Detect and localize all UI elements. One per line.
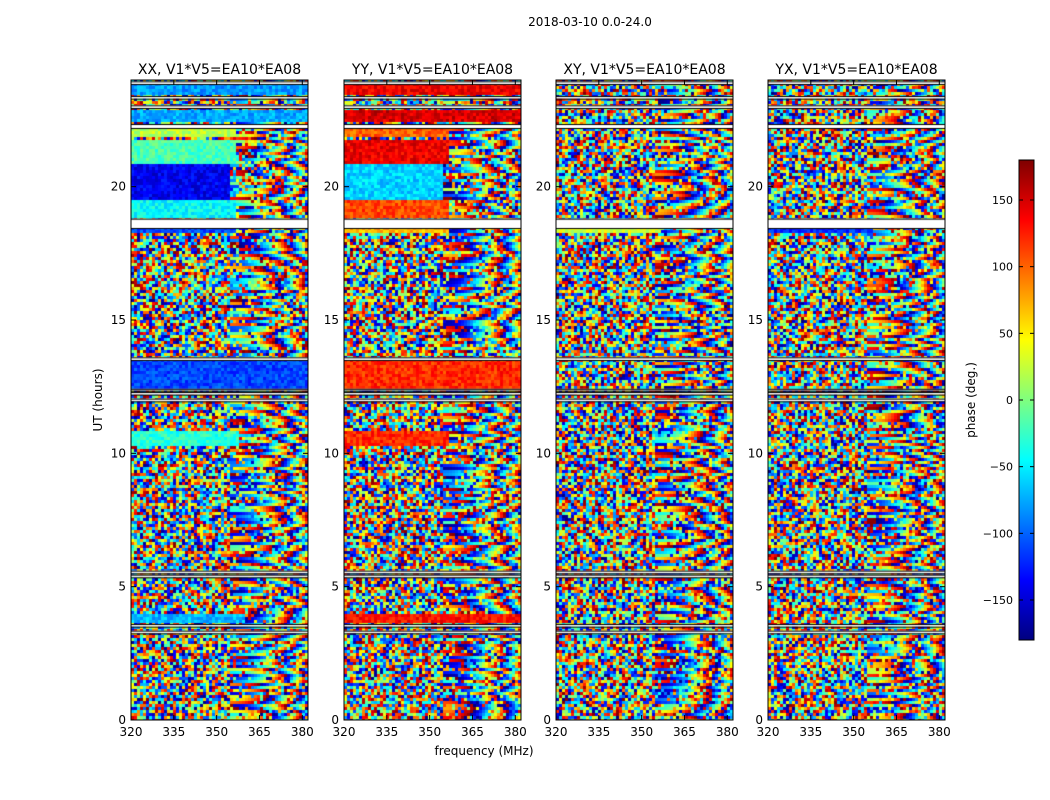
panel-title: YX, V1*V5=EA10*EA08: [774, 62, 937, 78]
colorbar-tick-label: 150: [992, 194, 1013, 207]
colorbar-tick-label: −100: [983, 527, 1013, 540]
colorbar-tick-label: −150: [983, 594, 1013, 607]
y-tick-label: 20: [324, 180, 339, 194]
y-tick-label: 15: [324, 313, 339, 327]
colorbar-tick-label: 50: [999, 327, 1013, 340]
heatmap-image-2: [556, 80, 733, 720]
colorbar-tick-label: 100: [992, 261, 1013, 274]
heatmap-image-3: [768, 80, 945, 720]
x-tick-label: 320: [757, 725, 780, 739]
y-axis-label: UT (hours): [91, 368, 105, 431]
y-tick-label: 0: [755, 713, 763, 727]
colorbar-tick-label: −50: [990, 461, 1013, 474]
x-tick-label: 350: [842, 725, 865, 739]
y-tick-label: 5: [331, 580, 339, 594]
panel-0: XX, V1*V5=EA10*EA08 320 335 350 365 380 0 5 10 15…: [111, 62, 314, 739]
y-tick-label: 15: [111, 313, 126, 327]
x-tick-label: 335: [587, 725, 610, 739]
x-tick-label: 350: [630, 725, 653, 739]
panel-frame: [130, 79, 309, 721]
y-tick-label: 0: [331, 713, 339, 727]
panel-frame: [343, 79, 522, 721]
y-tick-label: 20: [748, 180, 763, 194]
y-tick-label: 10: [111, 446, 126, 460]
y-tick-label: 10: [536, 446, 551, 460]
x-tick-label: 350: [418, 725, 441, 739]
y-tick-label: 20: [111, 180, 126, 194]
x-tick-label: 380: [291, 725, 314, 739]
panel-3: YX, V1*V5=EA10*EA08 320 335 350 365 380 0 5 10 15…: [748, 62, 951, 739]
panel-frame: [555, 79, 734, 721]
x-tick-label: 365: [248, 725, 271, 739]
x-tick-label: 365: [461, 725, 484, 739]
y-tick-label: 15: [536, 313, 551, 327]
y-tick-label: 10: [748, 446, 763, 460]
x-tick-label: 365: [673, 725, 696, 739]
panel-2: XY, V1*V5=EA10*EA08 320 335 350 365 380 0 5 10 15…: [536, 62, 739, 739]
heatmap-image-0: [131, 80, 308, 720]
y-tick-label: 10: [324, 446, 339, 460]
y-tick-label: 5: [543, 580, 551, 594]
heatmap-image-1: [344, 80, 521, 720]
x-tick-label: 335: [162, 725, 185, 739]
x-tick-label: 380: [716, 725, 739, 739]
x-tick-label: 380: [928, 725, 951, 739]
y-tick-label: 0: [118, 713, 126, 727]
y-tick-label: 15: [748, 313, 763, 327]
panel-title: XY, V1*V5=EA10*EA08: [563, 62, 725, 78]
y-tick-label: 20: [536, 180, 551, 194]
colorbar-tick-label: 0: [1006, 394, 1013, 407]
panel-title: XX, V1*V5=EA10*EA08: [138, 62, 301, 78]
x-tick-label: 365: [885, 725, 908, 739]
y-tick-label: 0: [543, 713, 551, 727]
colorbar-label: phase (deg.): [964, 362, 978, 438]
x-tick-label: 380: [504, 725, 527, 739]
panel-group: XX, V1*V5=EA10*EA08 320 335 350 365 380 0 5 10 15…: [111, 62, 951, 739]
panel-1: YY, V1*V5=EA10*EA08 320 335 350 365 380 0 5 10 15…: [324, 62, 527, 739]
x-tick-label: 320: [545, 725, 568, 739]
x-tick-label: 320: [120, 725, 143, 739]
x-tick-label: 335: [375, 725, 398, 739]
figure-suptitle: 2018-03-10 0.0-24.0: [528, 15, 652, 29]
panel-frame: [767, 79, 946, 721]
y-tick-label: 5: [755, 580, 763, 594]
x-tick-label: 335: [799, 725, 822, 739]
colorbar: phase (deg.) 150 100 50 0 −50 −100 −150: [964, 159, 1035, 641]
y-tick-label: 5: [118, 580, 126, 594]
panel-title: YY, V1*V5=EA10*EA08: [351, 62, 513, 78]
x-axis-label: frequency (MHz): [434, 744, 533, 758]
x-tick-label: 350: [205, 725, 228, 739]
x-tick-label: 320: [333, 725, 356, 739]
